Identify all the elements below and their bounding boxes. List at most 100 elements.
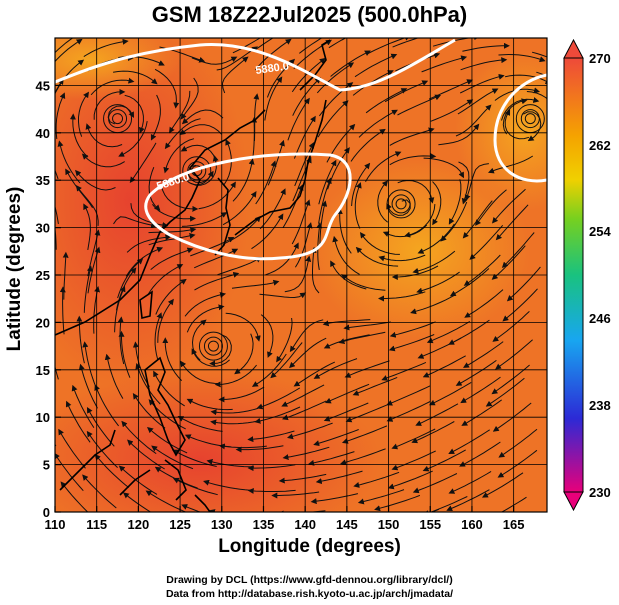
streamline <box>181 109 224 125</box>
streamline <box>151 445 194 470</box>
streamline <box>429 381 472 406</box>
vortex-ring <box>203 336 223 356</box>
streamline <box>55 224 57 250</box>
y-axis-label: Latitude (degrees) <box>4 186 25 352</box>
streamline <box>124 94 145 134</box>
streamline <box>412 250 456 274</box>
streamline <box>251 353 287 387</box>
streamline <box>198 181 236 210</box>
streamline <box>194 271 240 291</box>
streamline <box>218 386 265 403</box>
streamline <box>179 124 222 136</box>
streamline <box>55 365 59 380</box>
axis-ticks: 110 115 120 125 130 135 140 145 150 155 160 165 0 5 10… <box>36 78 525 532</box>
streamline <box>531 51 547 58</box>
streamline <box>462 42 510 52</box>
streamline <box>209 334 232 367</box>
streamline <box>340 448 386 466</box>
streamline <box>148 167 161 211</box>
contour-5880-center <box>144 152 352 261</box>
streamline <box>78 91 89 137</box>
streamline <box>417 223 455 254</box>
streamline <box>216 46 258 71</box>
streamline <box>254 406 301 424</box>
streamline <box>86 430 118 468</box>
coastlines <box>55 39 331 512</box>
streamline <box>485 377 525 407</box>
streamline <box>448 429 490 454</box>
colorbar: 270 262 254 246 238 230 <box>563 38 611 512</box>
streamline <box>440 201 468 242</box>
streamline <box>82 341 97 388</box>
streamline <box>104 353 124 399</box>
contour-east <box>493 73 547 183</box>
streamline <box>344 360 390 378</box>
streamline <box>147 264 184 296</box>
streamline <box>247 487 296 494</box>
streamline <box>526 91 547 100</box>
streamline <box>502 288 538 322</box>
streamline <box>313 429 359 447</box>
streamline <box>397 179 435 204</box>
streamline <box>191 348 230 367</box>
streamline <box>247 464 296 472</box>
streamline <box>180 77 199 120</box>
streamline <box>232 158 255 202</box>
streamline <box>428 79 473 100</box>
streamline <box>81 153 125 168</box>
streamline <box>481 472 524 498</box>
warm-region-south <box>55 370 380 512</box>
x-axis-label: Longitude (degrees) <box>218 536 401 557</box>
streamline <box>491 188 526 224</box>
streamline <box>289 337 327 369</box>
streamline <box>113 216 158 228</box>
streamline <box>251 213 284 250</box>
streamline <box>247 430 295 443</box>
streamline <box>397 94 442 116</box>
streamline <box>259 292 307 299</box>
streamline <box>448 179 462 225</box>
vortex-ring <box>207 340 219 352</box>
streamline <box>150 247 194 270</box>
streamline <box>359 231 400 255</box>
map-field: 5880.0 5880.0 <box>55 38 547 512</box>
streamline <box>384 80 429 103</box>
streamline <box>157 298 174 343</box>
streamline <box>260 314 274 358</box>
colorbar-bar <box>563 57 584 493</box>
colorbar-tick: 246 <box>589 311 611 326</box>
streamline <box>462 200 493 239</box>
streamline <box>505 74 547 84</box>
vortex-ring <box>395 198 407 210</box>
streamline <box>254 38 274 51</box>
streamline <box>448 470 492 494</box>
x-tick-label: 130 <box>211 517 233 532</box>
contour-label-north: 5880.0 <box>255 60 290 77</box>
streamline <box>294 222 313 268</box>
streamline <box>294 142 315 187</box>
streamline <box>455 359 497 386</box>
streamline <box>464 289 504 318</box>
colorbar-tick: 254 <box>589 224 611 239</box>
vortex-ring <box>187 161 207 181</box>
vortex-ring <box>182 156 212 186</box>
streamline <box>59 286 66 335</box>
streamline <box>78 363 98 409</box>
streamline <box>432 181 442 226</box>
streamline <box>318 159 337 205</box>
streamline <box>460 376 501 404</box>
streamline <box>177 415 223 432</box>
y-tick-label: 45 <box>36 78 50 93</box>
streamline <box>122 492 152 512</box>
streamline <box>461 399 502 426</box>
streamline <box>75 185 99 226</box>
streamline <box>118 330 131 378</box>
streamline <box>495 339 533 370</box>
streamline <box>415 403 459 426</box>
streamline <box>501 232 535 269</box>
y-tick-label: 5 <box>43 458 50 473</box>
colorbar-bottom-arrow <box>563 491 584 512</box>
streamline <box>181 212 228 227</box>
streamline <box>206 458 255 468</box>
